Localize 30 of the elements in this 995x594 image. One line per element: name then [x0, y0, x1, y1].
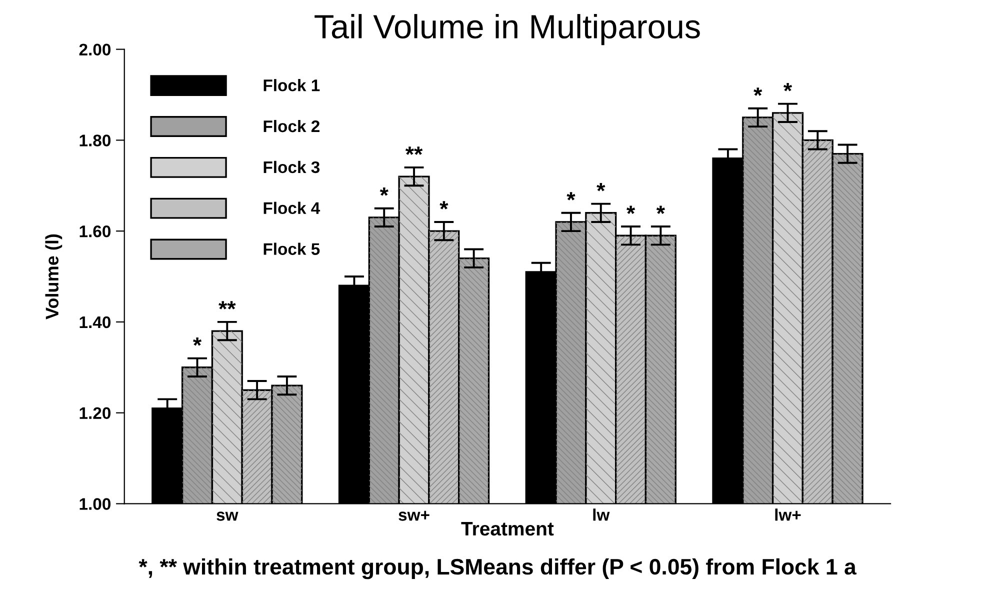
data-label: *	[754, 88, 762, 96]
data-label: *	[566, 192, 576, 200]
x-tick-label: sw	[216, 512, 238, 521]
x-axis-title: Treatment	[461, 522, 554, 536]
legend-label: Flock 1	[264, 79, 320, 92]
legend-label: Flock 4	[264, 202, 320, 214]
data-label: **	[218, 301, 236, 310]
y-tick-label: 2.00	[79, 44, 110, 56]
text: *, ** within treatment group, LSMeans differ (P < 0.05) from Flock 1 a	[138, 558, 856, 580]
data-label: **	[405, 146, 423, 155]
data-label: *	[380, 188, 388, 196]
y-tick-label: 1.20	[80, 407, 110, 420]
legend-label: Flock 3	[264, 160, 320, 174]
chart-title: Tail Volume in Multiparous	[314, 14, 700, 46]
y-axis-title: Volume (l)	[45, 234, 62, 320]
legend-label: Flock 5	[264, 242, 320, 255]
x-tick-label: lw	[593, 508, 610, 521]
legend-label: Flock 2	[264, 120, 320, 132]
y-tick-label: 1.80	[80, 134, 110, 146]
data-label: *	[192, 337, 202, 346]
data-label: *	[656, 206, 665, 214]
x-tick-label: sw+	[398, 510, 430, 521]
data-label: *	[440, 201, 448, 210]
y-tick-label: 1.60	[80, 225, 110, 238]
data-label: *	[783, 83, 792, 92]
y-tick-label: 1.40	[80, 316, 110, 328]
y-tick-label: 1.00	[80, 498, 110, 510]
data-label: *	[596, 182, 606, 192]
x-tick-label: lw+	[775, 508, 801, 521]
data-label: *	[626, 206, 636, 214]
